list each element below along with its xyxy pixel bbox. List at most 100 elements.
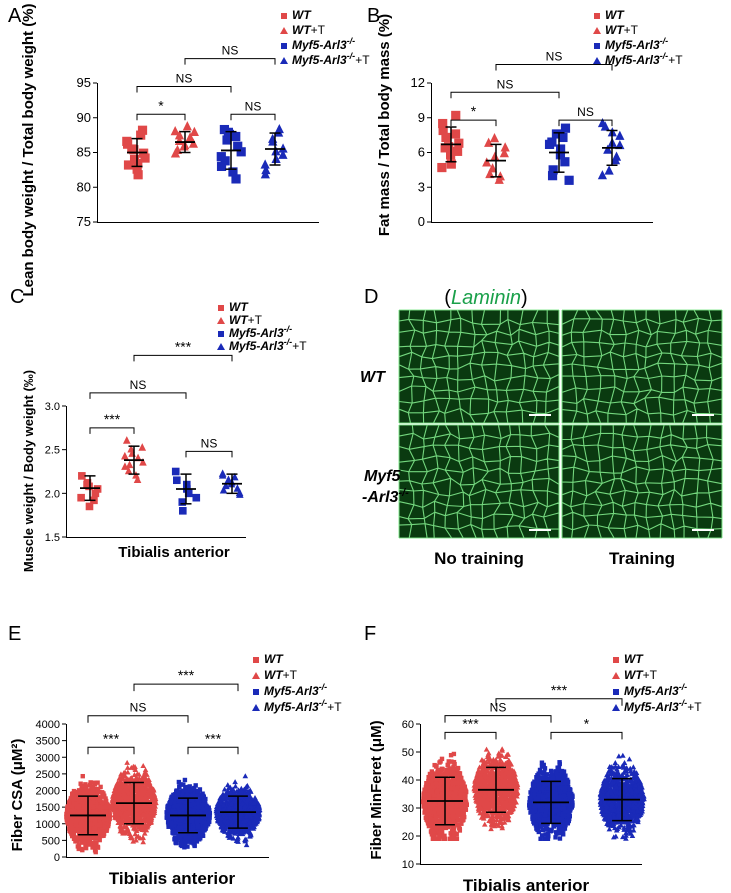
data-point [80, 795, 85, 800]
data-point [204, 804, 210, 809]
data-point [101, 809, 106, 815]
data-point [69, 831, 74, 836]
group-myf5-arl3-t [260, 123, 288, 179]
data-point [243, 784, 250, 790]
data-point [168, 811, 174, 817]
data-point [219, 485, 228, 494]
data-point [446, 759, 451, 764]
data-point [184, 789, 190, 795]
data-point [140, 839, 146, 845]
data-point [221, 817, 228, 823]
data-point [204, 810, 209, 815]
data-point [454, 836, 460, 841]
legend-item-wt: WT [594, 8, 625, 22]
data-point [133, 170, 143, 180]
data-point [426, 821, 431, 826]
legend-item-wt-t: WT+T [280, 23, 326, 37]
data-point [94, 822, 100, 827]
data-point [455, 774, 460, 780]
bracket-label: *** [104, 411, 121, 427]
y-tick-label: 20 [402, 831, 414, 843]
data-point [93, 814, 98, 819]
legend-item-myf5-arl3--label: Myf5-Arl3-/- [605, 36, 668, 52]
data-point [183, 818, 189, 824]
legend-item-wt-t-label: WT+T [605, 23, 639, 37]
data-point [122, 436, 131, 444]
data-point [187, 797, 192, 803]
data-point [75, 827, 80, 833]
group-myf5-arl3-t [213, 773, 263, 848]
data-point [428, 816, 433, 822]
data-point [179, 825, 184, 830]
data-point [132, 164, 142, 174]
data-point [463, 788, 468, 793]
x-axis-label: Tibialis anterior [109, 869, 236, 888]
data-point [84, 802, 89, 807]
data-point [434, 790, 440, 795]
data-point [217, 819, 223, 825]
bracket-label: NS [577, 105, 594, 119]
data-point [70, 804, 75, 809]
data-point [194, 819, 200, 825]
data-point [457, 825, 462, 831]
legend-item-wt: WT [281, 8, 312, 22]
data-point [184, 800, 189, 805]
data-point [435, 831, 440, 836]
data-point [126, 794, 133, 800]
data-point [256, 806, 262, 812]
data-point [485, 168, 495, 179]
data-point [182, 838, 187, 843]
data-point [548, 165, 558, 175]
data-point [79, 827, 84, 832]
data-point [178, 840, 183, 845]
data-point [83, 825, 89, 830]
data-point [224, 823, 230, 829]
data-point [182, 823, 188, 829]
data-point [141, 771, 148, 777]
data-point [77, 493, 85, 502]
data-point [164, 815, 169, 820]
data-point [127, 797, 133, 803]
data-point [149, 803, 155, 809]
data-point [422, 805, 428, 811]
legend-item-myf5-arl3--label: Myf5-Arl3-/- [229, 324, 292, 340]
data-point [437, 818, 443, 824]
data-point [242, 786, 249, 792]
data-point [177, 812, 182, 817]
data-point [450, 129, 461, 139]
data-point [450, 780, 456, 785]
data-point [181, 804, 186, 809]
data-point [90, 786, 96, 791]
data-point [177, 802, 183, 807]
data-point [194, 837, 199, 842]
data-point [69, 819, 75, 824]
significance-bracket: NS [495, 49, 613, 71]
data-point [142, 767, 149, 773]
data-point [228, 801, 234, 807]
data-point [76, 843, 82, 848]
data-point [426, 774, 431, 780]
legend-item-myf5-arl3-t: Myf5-Arl3-/-+T [280, 51, 370, 67]
data-point [187, 810, 193, 815]
data-point [178, 782, 183, 787]
data-point [461, 781, 466, 787]
data-point [142, 794, 149, 800]
data-point [126, 782, 132, 788]
data-point [94, 840, 99, 846]
data-point [80, 791, 86, 797]
data-point [192, 793, 197, 798]
data-point [560, 123, 571, 133]
data-point [173, 816, 178, 822]
data-point [227, 832, 234, 838]
data-point [444, 795, 450, 801]
data-point [431, 793, 437, 798]
data-point [432, 808, 437, 813]
data-point [102, 825, 107, 830]
data-point [449, 810, 454, 815]
data-point [169, 823, 174, 828]
data-point [87, 822, 92, 827]
data-point [66, 800, 72, 805]
data-point [78, 823, 84, 828]
data-point [170, 148, 181, 158]
